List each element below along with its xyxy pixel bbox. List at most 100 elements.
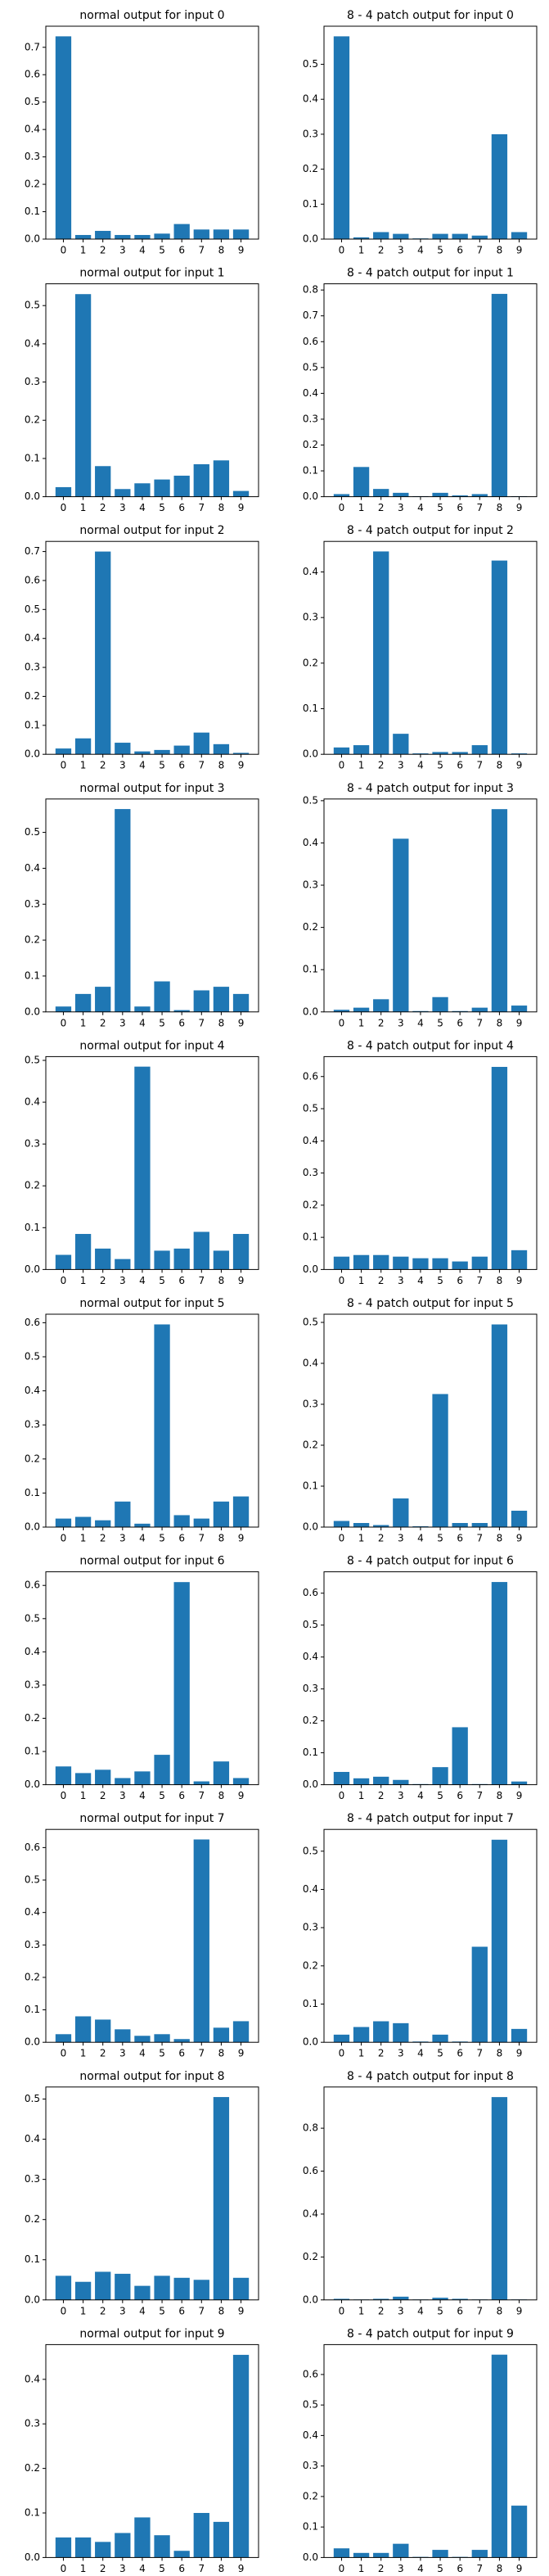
y-tick-label: 0.4	[25, 2373, 40, 2384]
x-tick-label: 6	[178, 2048, 185, 2059]
bar	[491, 809, 508, 1012]
x-tick-label: 8	[497, 2563, 503, 2574]
bar	[55, 36, 72, 239]
y-tick-label: 0.2	[25, 2462, 40, 2474]
y-tick-label: 0.1	[303, 964, 318, 975]
y-tick-label: 0.5	[25, 826, 40, 838]
x-tick-label: 7	[476, 760, 483, 771]
bar	[393, 2543, 409, 2558]
x-tick-label: 9	[516, 245, 523, 256]
y-tick-label: 0.3	[25, 2173, 40, 2185]
y-tick-label: 0.2	[303, 1715, 318, 1726]
x-tick-label: 7	[476, 502, 483, 513]
bar	[55, 1254, 72, 1270]
x-tick-label: 9	[238, 2563, 245, 2574]
x-tick-label: 1	[80, 245, 87, 256]
bar	[333, 2548, 350, 2558]
bar	[74, 1516, 92, 1527]
bar	[491, 1839, 508, 2043]
bar	[491, 1582, 508, 1785]
bar	[55, 2537, 72, 2558]
y-tick-label: 0.0	[303, 490, 318, 502]
x-tick-label: 5	[159, 2563, 165, 2574]
axes-frame	[45, 798, 259, 1013]
y-tick-label: 0.4	[25, 1646, 40, 1657]
x-tick-label: 9	[238, 2048, 245, 2059]
bar	[511, 2506, 528, 2558]
x-tick-label: 7	[198, 1275, 205, 1286]
bar	[432, 997, 448, 1012]
x-tick-label: 8	[218, 1790, 225, 1801]
bar	[74, 2281, 92, 2300]
bar	[55, 2275, 72, 2300]
x-tick-label: 3	[119, 245, 126, 256]
x-tick-label: 3	[398, 2305, 404, 2316]
bar	[491, 1066, 508, 1270]
x-tick-label: 9	[516, 1790, 523, 1801]
x-tick-label: 5	[437, 1790, 443, 1801]
x-tick-label: 4	[417, 760, 424, 771]
x-tick-label: 8	[218, 2305, 225, 2316]
bar	[373, 1254, 389, 1270]
bar	[173, 2039, 190, 2043]
y-tick-label: 0.5	[25, 1054, 40, 1065]
x-tick-label: 1	[358, 1533, 365, 1544]
bar	[333, 747, 350, 755]
y-tick-label: 0.0	[25, 2294, 40, 2305]
x-tick-label: 7	[198, 502, 205, 513]
bar	[511, 1250, 528, 1270]
y-tick-label: 0.2	[303, 921, 318, 933]
bar	[511, 2028, 528, 2043]
axes-frame	[45, 2343, 259, 2558]
y-tick-label: 0.1	[25, 719, 40, 730]
bar	[193, 2513, 209, 2558]
bar	[134, 1523, 151, 1527]
x-tick-label: 7	[476, 2048, 483, 2059]
bar	[333, 2298, 350, 2300]
x-tick-label: 9	[238, 1533, 245, 1544]
y-tick-label: 0.4	[25, 1096, 40, 1108]
bar	[333, 1521, 350, 1527]
y-tick-label: 0.5	[303, 1317, 318, 1328]
y-tick-label: 0.0	[303, 2294, 318, 2305]
y-tick-label: 0.1	[25, 2004, 40, 2015]
bar	[115, 489, 131, 497]
x-tick-label: 2	[378, 2305, 385, 2316]
y-tick-label: 0.1	[25, 1222, 40, 1233]
x-tick-label: 7	[198, 760, 205, 771]
bar	[213, 987, 230, 1012]
x-tick-label: 3	[398, 1017, 404, 1028]
bar	[471, 494, 488, 497]
bar	[333, 494, 350, 497]
bar	[373, 2021, 389, 2043]
y-tick-label: 0.2	[303, 1199, 318, 1210]
y-tick-label: 0.3	[303, 612, 318, 623]
x-tick-label: 9	[238, 760, 245, 771]
bar	[432, 233, 448, 239]
bar	[154, 981, 170, 1012]
y-tick-label: 0.3	[25, 1679, 40, 1690]
bar	[193, 2280, 209, 2300]
x-tick-label: 6	[178, 1275, 185, 1286]
x-tick-label: 8	[218, 1017, 225, 1028]
bar	[412, 1010, 429, 1012]
bar	[232, 1778, 250, 1785]
x-tick-label: 8	[497, 2305, 503, 2316]
x-tick-label: 6	[457, 2563, 463, 2574]
x-tick-label: 5	[159, 1017, 165, 1028]
chart-title: normal output for input 1	[79, 267, 224, 280]
x-tick-label: 0	[339, 1275, 345, 1286]
y-tick-label: 0.0	[25, 748, 40, 760]
bar	[333, 1010, 350, 1012]
x-tick-label: 7	[198, 2305, 205, 2316]
x-tick-label: 8	[497, 1790, 503, 1801]
bar	[333, 2034, 350, 2043]
x-tick-label: 5	[159, 2048, 165, 2059]
bar	[412, 753, 429, 755]
axes-frame	[45, 2086, 259, 2301]
bar	[115, 2029, 131, 2043]
x-tick-label: 7	[198, 1790, 205, 1801]
bar	[511, 232, 528, 239]
bar	[193, 1232, 209, 1270]
bar	[432, 2550, 448, 2558]
